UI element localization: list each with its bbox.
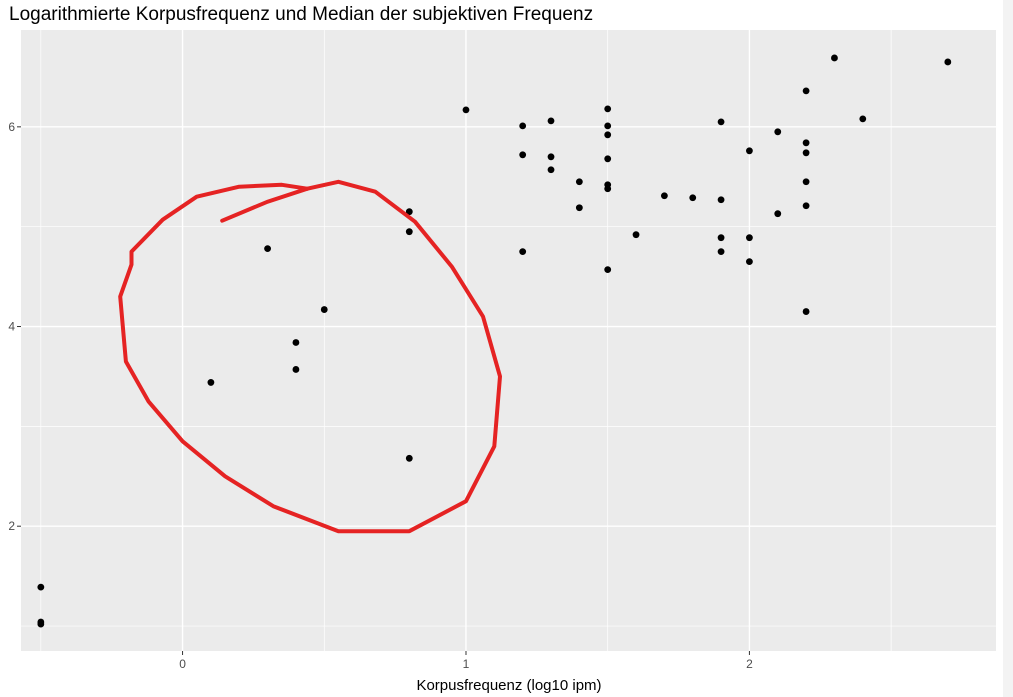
y-tick-label: 2 [8, 519, 15, 533]
data-point [803, 88, 810, 95]
data-point [519, 248, 526, 255]
x-tick-label: 2 [746, 657, 753, 671]
data-point [774, 128, 781, 135]
data-point [604, 105, 611, 112]
data-point [321, 306, 328, 313]
data-point [548, 153, 555, 160]
data-point [293, 339, 300, 346]
x-axis-label: Korpusfrequenz (log10 ipm) [416, 677, 601, 694]
data-point [803, 308, 810, 315]
data-point [604, 122, 611, 129]
window-edge [1003, 0, 1013, 697]
data-point [604, 266, 611, 273]
data-point [944, 59, 951, 66]
data-point [718, 196, 725, 203]
data-point [831, 55, 838, 62]
data-point [37, 584, 44, 591]
data-point [718, 234, 725, 241]
data-point [207, 379, 214, 386]
data-point [548, 117, 555, 124]
y-tick-label: 4 [8, 320, 15, 334]
data-point [633, 231, 640, 238]
data-point [803, 139, 810, 146]
y-tick-label: 6 [8, 120, 15, 134]
data-point [293, 366, 300, 373]
data-point [519, 122, 526, 129]
data-point [604, 155, 611, 162]
panel-background [21, 30, 996, 651]
data-point [803, 202, 810, 209]
data-point [604, 131, 611, 138]
data-point [406, 455, 413, 462]
data-point [718, 118, 725, 125]
plot-panel [21, 30, 996, 651]
data-point [519, 151, 526, 158]
data-point [264, 245, 271, 252]
data-point [604, 185, 611, 192]
data-point [463, 106, 470, 113]
data-point [746, 234, 753, 241]
data-point [406, 228, 413, 235]
data-point [548, 166, 555, 173]
data-point [859, 115, 866, 122]
data-point [689, 194, 696, 201]
data-point [661, 192, 668, 199]
data-point [746, 258, 753, 265]
data-point [803, 149, 810, 156]
data-point [576, 178, 583, 185]
data-point [774, 210, 781, 217]
x-tick-label: 0 [179, 657, 186, 671]
data-point [746, 147, 753, 154]
data-point [803, 178, 810, 185]
x-tick-label: 1 [463, 657, 470, 671]
data-point [37, 621, 44, 628]
data-point [718, 248, 725, 255]
data-point [576, 204, 583, 211]
